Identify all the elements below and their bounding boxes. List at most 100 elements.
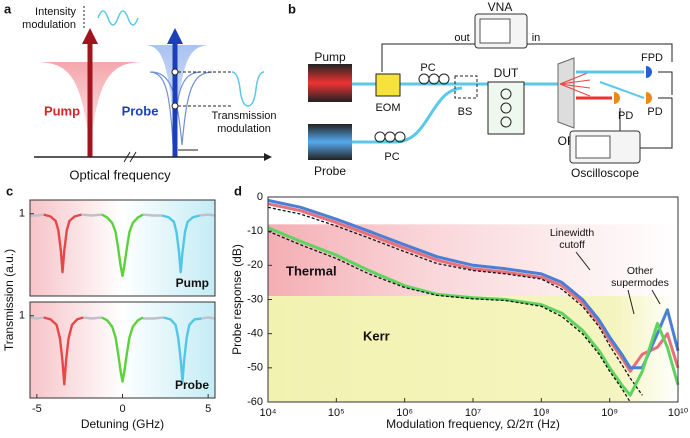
series-line xyxy=(30,213,216,217)
panel-label: b xyxy=(288,1,296,16)
x-axis-label: Modulation frequency, Ω/2π (Hz) xyxy=(386,417,560,431)
label: VNA xyxy=(488,0,513,14)
annotation: cutoff xyxy=(559,239,585,251)
oscilloscope-screen xyxy=(575,135,611,159)
pd xyxy=(646,92,652,104)
label: DUT xyxy=(494,66,519,80)
y-tick-label: -40 xyxy=(247,328,263,340)
series-line xyxy=(161,214,200,274)
annotation: Intensity xyxy=(35,6,76,18)
x-tick-label: 10⁹ xyxy=(601,407,618,419)
y-tick-label: 0 xyxy=(257,191,263,203)
resonator xyxy=(500,102,512,114)
label: in xyxy=(532,32,541,44)
y-axis-label: Transmission (a.u.) xyxy=(2,249,16,351)
axis-break xyxy=(123,151,137,163)
annotation: modulation xyxy=(217,123,271,135)
annotation-arrow xyxy=(575,251,591,271)
y-tick-label: -10 xyxy=(247,225,263,237)
plot-frame xyxy=(29,199,216,297)
axis-label: Optical frequency xyxy=(69,167,171,182)
label: EOM xyxy=(375,102,400,114)
panel-label: c xyxy=(6,183,13,198)
x-tick-label: 10⁶ xyxy=(396,407,413,419)
label: out xyxy=(454,32,469,44)
label: BS xyxy=(458,106,473,118)
panel-a: a Intensity modulation Pump Probe Transm… xyxy=(4,1,277,182)
y-tick-label: -60 xyxy=(247,396,263,408)
series-line xyxy=(163,316,202,383)
probe-label: Probe xyxy=(122,103,159,118)
annotation-arrow xyxy=(627,289,661,315)
annotation: Linewidth xyxy=(550,227,595,239)
x-tick-label: 10⁷ xyxy=(465,407,481,419)
panel-b: b VNA out in Pump Probe EOM PC PC BS DUT… xyxy=(288,0,673,180)
fiber xyxy=(599,81,645,99)
fpd xyxy=(646,66,652,78)
label: PC xyxy=(420,62,435,74)
annotation: Transmission xyxy=(212,110,277,122)
annotation: supermodes xyxy=(611,277,669,289)
arrowhead xyxy=(167,28,183,44)
label: PC xyxy=(384,151,399,163)
label: FPD xyxy=(641,52,663,64)
pump-label: Pump xyxy=(44,103,80,118)
region-label: Thermal xyxy=(286,263,337,278)
series-line xyxy=(267,202,680,373)
panel-label: a xyxy=(4,1,12,16)
series-line xyxy=(267,206,643,396)
cable xyxy=(381,43,475,72)
region-label: Kerr xyxy=(363,328,390,343)
series-line xyxy=(43,316,84,386)
arrowhead xyxy=(264,153,272,161)
annotation: Other xyxy=(627,265,654,277)
probe-laser xyxy=(308,124,352,160)
dip xyxy=(151,71,213,146)
region xyxy=(268,296,678,402)
fiber xyxy=(352,86,463,144)
series-line xyxy=(267,230,631,403)
series-line xyxy=(267,226,680,397)
series-line xyxy=(101,213,144,278)
annotation: Pump xyxy=(176,276,209,290)
panel-label: d xyxy=(234,183,242,198)
label: Oscilloscope xyxy=(571,166,639,180)
eom xyxy=(375,73,401,97)
pd xyxy=(614,92,620,104)
marker xyxy=(171,102,179,110)
x-axis-label: Detuning (GHz) xyxy=(81,417,164,431)
y-tick-label: -20 xyxy=(247,259,263,271)
resonator xyxy=(500,88,512,100)
cable xyxy=(640,71,673,149)
vna-screen xyxy=(479,18,511,44)
pc-loop xyxy=(438,73,450,85)
wave xyxy=(231,71,265,107)
marker xyxy=(171,68,179,76)
x-tick-label: 5 xyxy=(205,403,211,415)
x-tick-label: 10⁴ xyxy=(260,407,277,419)
x-tick-label: 10¹⁰ xyxy=(668,407,689,419)
series-line xyxy=(43,213,82,274)
y-tick-label: -50 xyxy=(247,362,263,374)
dut xyxy=(487,81,525,135)
label: Probe xyxy=(314,164,346,178)
wave xyxy=(97,10,139,26)
series-line xyxy=(29,316,216,320)
annotation: modulation xyxy=(22,19,76,31)
pump-laser xyxy=(308,64,352,102)
x-tick-label: 0 xyxy=(119,403,125,415)
x-tick-label: 10⁸ xyxy=(533,407,550,419)
y-tick-label: 1 xyxy=(19,208,25,220)
filter xyxy=(557,57,575,129)
label: Pump xyxy=(314,50,346,64)
y-tick-label: 1 xyxy=(19,310,25,322)
y-axis-label: Probe response (dB) xyxy=(230,244,244,355)
arrowhead xyxy=(82,28,98,44)
region xyxy=(268,224,678,297)
annotation: Probe xyxy=(175,378,209,392)
x-tick-label: -5 xyxy=(32,403,42,415)
label: PD xyxy=(618,110,633,122)
series-line xyxy=(101,316,144,383)
y-tick-label: -30 xyxy=(247,293,263,305)
